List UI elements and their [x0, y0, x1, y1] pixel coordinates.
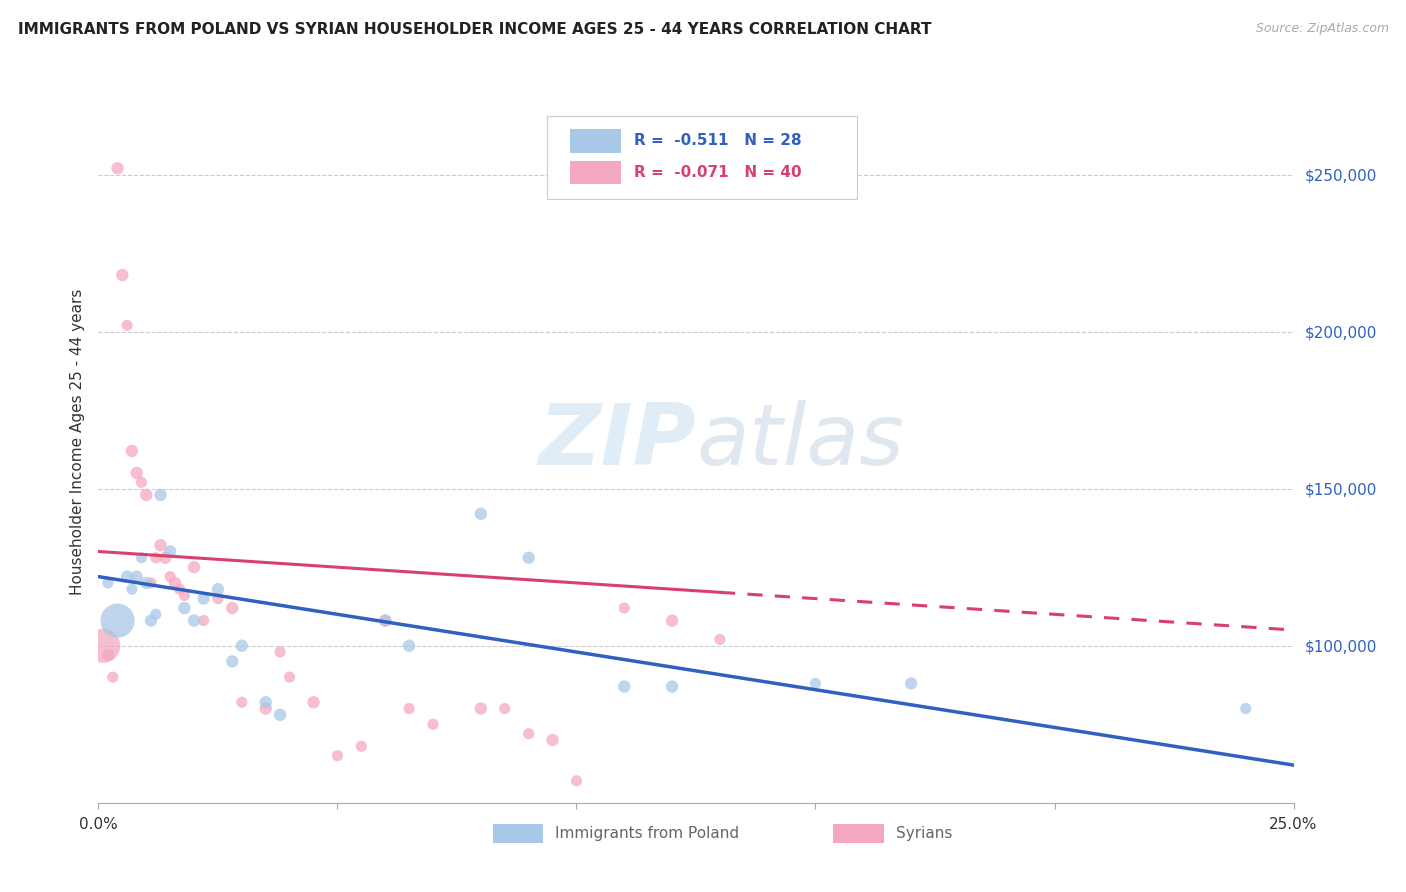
Point — [163, 575, 186, 590]
Point — [269, 645, 291, 659]
Point — [221, 655, 243, 669]
Point — [517, 550, 540, 565]
Point — [231, 639, 253, 653]
Point — [135, 488, 157, 502]
FancyBboxPatch shape — [547, 117, 858, 200]
Point — [101, 670, 124, 684]
Point — [398, 701, 420, 715]
Point — [207, 591, 229, 606]
Point — [125, 569, 148, 583]
Point — [661, 614, 683, 628]
Text: Source: ZipAtlas.com: Source: ZipAtlas.com — [1256, 22, 1389, 36]
Point — [115, 569, 138, 583]
Point — [159, 569, 181, 583]
Point — [900, 676, 922, 690]
Point — [111, 268, 134, 282]
Point — [173, 601, 195, 615]
Point — [231, 695, 253, 709]
Point — [374, 614, 396, 628]
Point — [121, 444, 143, 458]
Point — [494, 701, 516, 715]
Point — [149, 538, 172, 552]
Point — [470, 507, 492, 521]
Point — [254, 695, 277, 709]
Point — [804, 676, 827, 690]
Point — [207, 582, 229, 597]
Point — [149, 488, 172, 502]
Point — [517, 727, 540, 741]
Text: Syrians: Syrians — [896, 826, 952, 840]
Point — [613, 680, 636, 694]
Point — [97, 648, 120, 662]
Point — [139, 575, 162, 590]
Point — [183, 560, 205, 574]
Point — [169, 582, 191, 597]
Point — [422, 717, 444, 731]
Point — [541, 733, 564, 747]
Point — [254, 701, 277, 715]
Point — [661, 680, 683, 694]
Point — [155, 550, 177, 565]
Point — [709, 632, 731, 647]
Point — [278, 670, 301, 684]
Point — [613, 601, 636, 615]
FancyBboxPatch shape — [834, 824, 883, 843]
Point — [470, 701, 492, 715]
FancyBboxPatch shape — [571, 161, 620, 185]
Text: R =  -0.511   N = 28: R = -0.511 N = 28 — [634, 134, 801, 148]
Point — [91, 639, 114, 653]
Text: atlas: atlas — [696, 400, 904, 483]
Point — [302, 695, 325, 709]
Point — [193, 614, 215, 628]
Point — [115, 318, 138, 333]
Text: Immigrants from Poland: Immigrants from Poland — [555, 826, 740, 840]
Text: ZIP: ZIP — [538, 400, 696, 483]
Point — [1234, 701, 1257, 715]
Point — [193, 591, 215, 606]
Point — [183, 614, 205, 628]
FancyBboxPatch shape — [494, 824, 543, 843]
Point — [131, 550, 153, 565]
Point — [374, 614, 396, 628]
Point — [221, 601, 243, 615]
Point — [350, 739, 373, 754]
Point — [107, 614, 129, 628]
Point — [565, 773, 588, 788]
Point — [269, 707, 291, 722]
Text: R =  -0.071   N = 40: R = -0.071 N = 40 — [634, 165, 801, 180]
Point — [398, 639, 420, 653]
Point — [159, 544, 181, 558]
Point — [135, 575, 157, 590]
Point — [139, 614, 162, 628]
Point — [131, 475, 153, 490]
Y-axis label: Householder Income Ages 25 - 44 years: Householder Income Ages 25 - 44 years — [69, 288, 84, 595]
Text: IMMIGRANTS FROM POLAND VS SYRIAN HOUSEHOLDER INCOME AGES 25 - 44 YEARS CORRELATI: IMMIGRANTS FROM POLAND VS SYRIAN HOUSEHO… — [18, 22, 932, 37]
Point — [97, 575, 120, 590]
Point — [145, 550, 167, 565]
Point — [125, 466, 148, 480]
Point — [121, 582, 143, 597]
Point — [326, 748, 349, 763]
FancyBboxPatch shape — [571, 129, 620, 153]
Point — [145, 607, 167, 622]
Point — [107, 161, 129, 176]
Point — [173, 589, 195, 603]
